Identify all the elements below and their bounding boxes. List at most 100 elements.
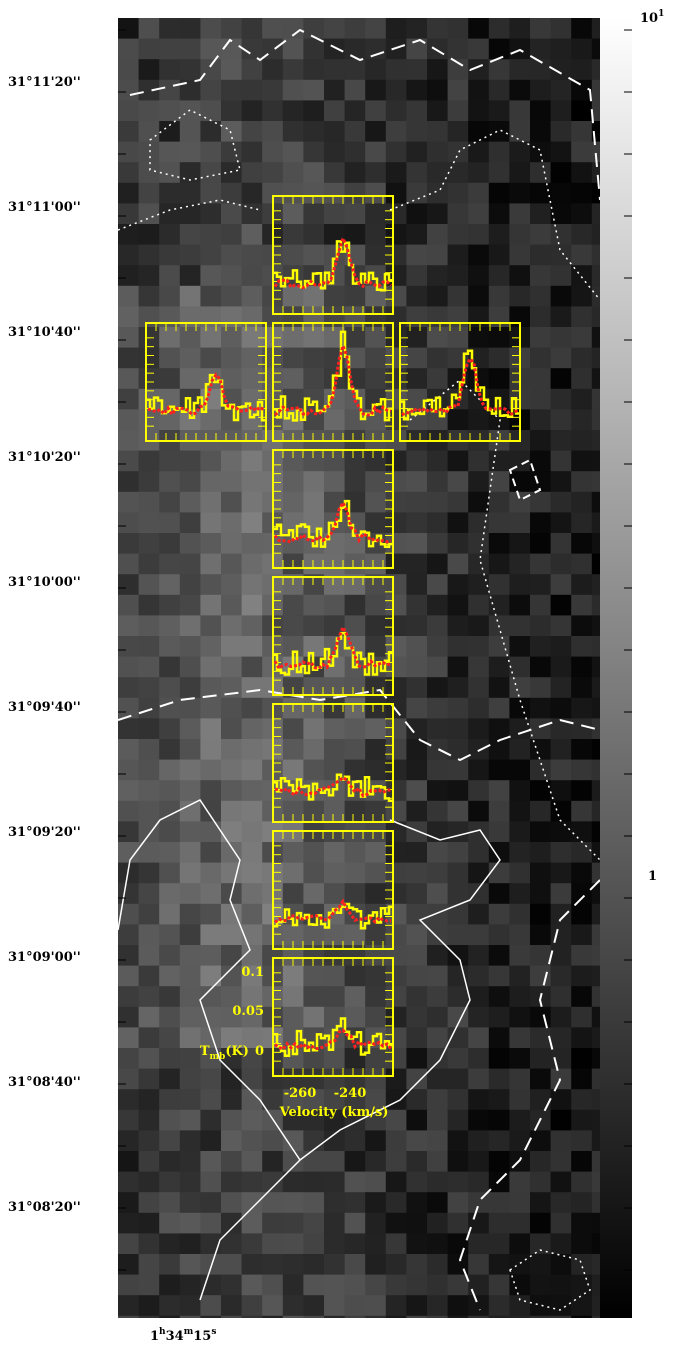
map-pixel: [427, 533, 449, 555]
map-pixel: [118, 121, 140, 143]
map-pixel: [200, 79, 222, 101]
map-pixel: [509, 553, 531, 575]
map-pixel: [241, 182, 263, 204]
map-pixel: [571, 1295, 593, 1317]
map-pixel: [344, 121, 366, 143]
map-pixel: [221, 1151, 243, 1173]
map-pixel: [159, 471, 181, 493]
map-pixel: [118, 1109, 140, 1131]
map-pixel: [571, 718, 593, 740]
map-pixel: [138, 759, 160, 781]
map-pixel: [179, 965, 201, 987]
map-pixel: [200, 1192, 222, 1214]
map-pixel: [118, 697, 140, 719]
map-pixel: [427, 450, 449, 472]
map-pixel: [138, 533, 160, 555]
map-pixel: [241, 800, 263, 822]
map-pixel: [159, 615, 181, 637]
map-pixel: [262, 162, 284, 184]
map-pixel: [550, 1274, 572, 1296]
map-pixel: [138, 1274, 160, 1296]
spectrum-model: [273, 234, 393, 290]
map-pixel: [509, 471, 531, 493]
map-pixel: [282, 182, 304, 204]
map-pixel: [550, 224, 572, 246]
map-pixel: [159, 368, 181, 390]
map-pixel: [138, 285, 160, 307]
map-pixel: [282, 491, 304, 513]
map-pixel: [406, 244, 428, 266]
map-pixel: [591, 533, 600, 555]
map-pixel: [200, 903, 222, 925]
map-pixel: [179, 327, 201, 349]
map-pixel: [365, 1048, 387, 1070]
map-pixel: [571, 18, 593, 40]
map-pixel: [427, 1151, 449, 1173]
map-pixel: [241, 471, 263, 493]
map-pixel: [365, 1089, 387, 1111]
map-pixel: [324, 285, 346, 307]
spectrum-model: [274, 775, 392, 798]
map-pixel: [591, 1233, 600, 1255]
map-pixel: [427, 615, 449, 637]
map-pixel: [385, 79, 407, 101]
map-pixel: [427, 491, 449, 513]
map-pixel: [324, 1171, 346, 1193]
map-pixel: [550, 1130, 572, 1152]
map-pixel: [509, 1212, 531, 1234]
map-pixel: [118, 1295, 140, 1317]
map-pixel: [159, 224, 181, 246]
map-pixel: [138, 1048, 160, 1070]
map-pixel: [427, 986, 449, 1008]
map-pixel: [200, 615, 222, 637]
map-pixel: [427, 1130, 449, 1152]
map-pixel: [159, 1212, 181, 1234]
map-pixel: [200, 842, 222, 864]
map-pixel: [509, 1006, 531, 1028]
map-pixel: [118, 1315, 140, 1318]
map-pixel: [365, 553, 387, 575]
map-pixel: [427, 59, 449, 81]
map-pixel: [221, 594, 243, 616]
map-pixel: [118, 430, 140, 452]
map-pixel: [118, 203, 140, 225]
map-pixel: [447, 533, 469, 555]
map-pixel: [550, 842, 572, 864]
map-pixel: [385, 224, 407, 246]
dec-label: 31°10'20'': [8, 450, 81, 465]
map-pixel: [324, 677, 346, 699]
map-pixel: [406, 1027, 428, 1049]
map-pixel: [385, 1068, 407, 1090]
map-pixel: [468, 883, 490, 905]
map-pixel: [530, 553, 552, 575]
map-pixel: [159, 491, 181, 513]
map-pixel: [159, 18, 181, 40]
map-pixel: [303, 203, 325, 225]
map-pixel: [179, 121, 201, 143]
map-pixel: [159, 265, 181, 287]
map-pixel: [591, 1006, 600, 1028]
map-pixel: [159, 739, 181, 761]
map-pixel: [200, 388, 222, 410]
map-pixel: [179, 1006, 201, 1028]
map-pixel: [550, 739, 572, 761]
map-pixel: [509, 1089, 531, 1111]
map-pixel: [406, 800, 428, 822]
map-pixel: [138, 18, 160, 40]
map-pixel: [344, 1171, 366, 1193]
map-pixel: [550, 203, 572, 225]
map-pixel: [179, 347, 201, 369]
map-pixel: [385, 1089, 407, 1111]
map-pixel: [591, 430, 600, 452]
map-pixel: [468, 903, 490, 925]
intensity-map: [118, 18, 600, 1318]
map-pixel: [468, 471, 490, 493]
map-pixel: [241, 1192, 263, 1214]
map-pixel: [427, 718, 449, 740]
map-pixel: [138, 512, 160, 534]
map-pixel: [571, 450, 593, 472]
map-pixel: [427, 1171, 449, 1193]
map-pixel: [468, 141, 490, 163]
map-pixel: [488, 697, 510, 719]
map-pixel: [406, 986, 428, 1008]
